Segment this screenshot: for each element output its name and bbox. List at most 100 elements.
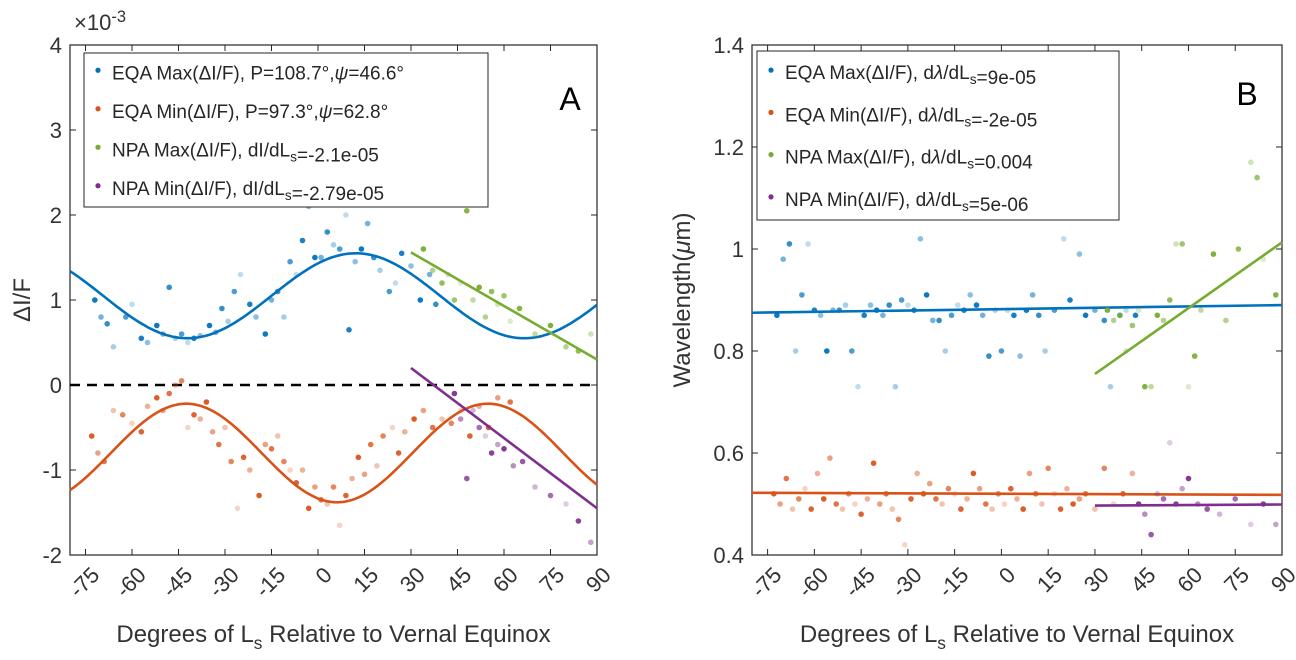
data-point [203,399,210,405]
data-point [955,302,961,308]
data-point [178,378,185,384]
x-tick-label: 0 [311,562,337,588]
data-point [488,288,495,295]
data-point [855,383,861,390]
data-point [1173,241,1179,247]
data-point [129,301,135,308]
x-axis-label: Degrees of Ls Relative to Vernal Equinox [800,621,1234,653]
y-tick-label: 0.6 [713,441,744,466]
data-point [532,484,538,490]
fit-line [410,366,598,510]
data-point [166,284,172,291]
data-point [457,416,464,422]
legend-marker [768,152,774,158]
data-point [501,446,507,452]
data-point [110,407,117,414]
data-point [299,237,306,244]
legend-box [83,52,489,208]
data-point [820,496,827,502]
data-point [1160,317,1167,324]
data-point [386,288,393,295]
data-point [1029,292,1036,298]
x-tick-label: 15 [1032,562,1067,597]
data-point [1101,465,1108,472]
data-point [305,505,312,512]
data-point [799,292,805,298]
data-point [464,475,470,482]
y-tick-label: 0.4 [713,543,744,568]
data-point [1011,312,1017,319]
data-point [796,496,802,502]
data-point [1167,440,1173,446]
data-point [439,280,445,286]
data-point [1154,491,1161,497]
data-point [989,506,995,512]
fit-line [1094,241,1283,376]
data-point [867,302,874,308]
y-tick-label: 1.4 [713,33,744,58]
data-point [395,450,402,456]
data-point [349,475,355,482]
data-point [287,258,293,265]
data-point [488,450,495,456]
data-point [1039,501,1045,507]
data-point [1020,506,1026,512]
data-point [426,271,433,278]
series-npa_min [1094,440,1283,538]
data-point [1036,312,1042,319]
data-point [470,297,476,303]
data-point [892,383,899,390]
legend-entry: NPA Min(ΔI/F), dλ/dLs=5e-06 [785,190,1028,216]
data-point [231,288,238,295]
series-npa_max [1094,159,1283,390]
data-point [178,331,185,337]
data-point [495,395,501,401]
data-point [330,242,337,248]
data-point [312,484,318,490]
x-tick-label: -60 [793,562,833,602]
data-point [842,302,849,308]
data-point [476,424,483,431]
y-tick-label: 1 [732,237,744,262]
data-point [1117,312,1123,319]
data-point [967,292,973,298]
data-point [1076,251,1083,257]
data-point [833,501,839,507]
x-tick-label: 45 [1126,562,1161,597]
data-point [358,246,365,252]
data-point [197,416,203,422]
data-point [516,305,523,312]
data-point [253,314,259,320]
data-point [92,297,98,303]
data-point [380,433,386,439]
data-point [104,321,110,327]
data-point [1123,307,1129,314]
legend-entry: NPA Max(ΔI/F), dI/dLs=-2.1e-05 [112,140,379,166]
y-tick-label: 1.2 [713,135,744,160]
axes-box [751,44,1283,556]
fit-line [751,491,1283,497]
data-point [1198,307,1204,314]
data-point [262,441,269,448]
data-point [1067,297,1073,303]
data-point [547,322,554,329]
data-point [914,470,920,477]
data-point [185,424,191,431]
data-point [464,208,470,214]
data-point [933,496,939,502]
fit-line [69,402,598,504]
data-point [998,348,1005,354]
data-point [964,496,970,502]
data-point [154,395,160,401]
series-npa_max [410,208,598,361]
legend-entry: NPA Max(ΔI/F), dλ/dLs=0.004 [785,148,1033,174]
data-point [563,501,569,507]
x-tick-label: -45 [157,562,197,602]
data-point [1254,174,1260,181]
panel-label: B [1236,76,1257,112]
legend-entry: EQA Min(ΔI/F), P=97.3°,ψ=62.8° [112,102,388,123]
data-point [364,220,371,227]
x-tick-label: -75 [64,562,104,602]
data-point [958,506,964,512]
data-point [119,412,126,418]
